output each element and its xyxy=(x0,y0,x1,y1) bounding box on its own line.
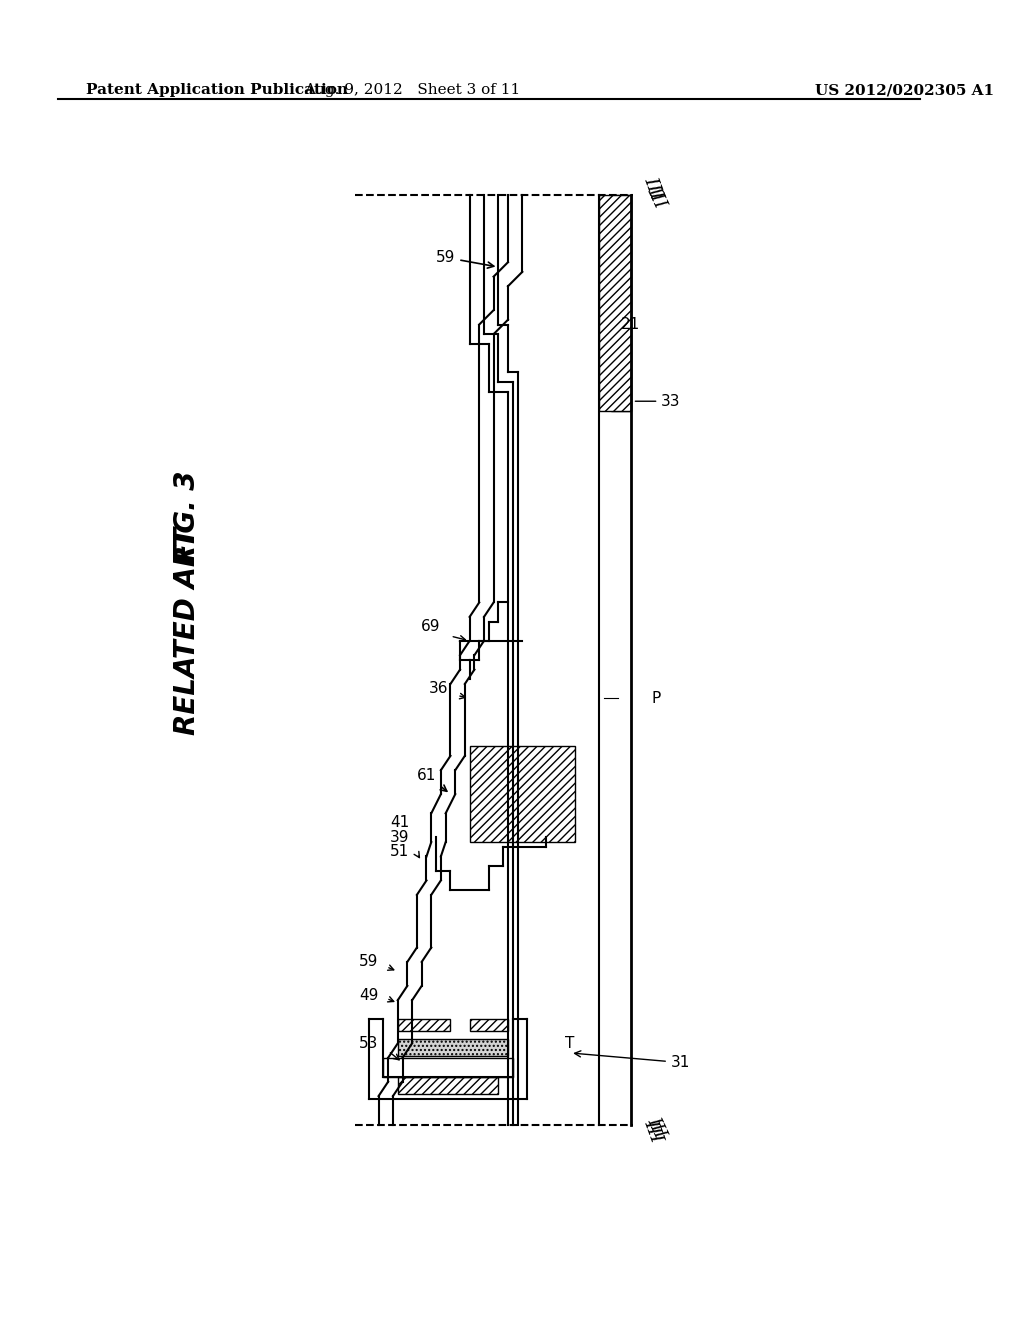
Text: P: P xyxy=(651,690,660,706)
Text: 39: 39 xyxy=(390,830,410,845)
Text: III: III xyxy=(640,174,665,202)
Text: 59: 59 xyxy=(359,954,379,969)
Bar xyxy=(397,1039,508,1056)
Bar xyxy=(383,1057,513,1077)
Text: 33: 33 xyxy=(635,393,681,409)
Bar xyxy=(599,195,631,411)
Text: 51: 51 xyxy=(390,845,410,859)
Text: 53: 53 xyxy=(359,1036,379,1051)
Text: 36: 36 xyxy=(429,681,449,696)
Text: 49: 49 xyxy=(359,987,379,1003)
Text: 31: 31 xyxy=(574,1051,690,1071)
Text: 41: 41 xyxy=(390,816,410,830)
Text: 21: 21 xyxy=(621,317,640,333)
Text: 59: 59 xyxy=(436,249,494,268)
Bar xyxy=(397,1019,451,1031)
Text: FIG. 3: FIG. 3 xyxy=(173,470,201,562)
Text: Aug. 9, 2012   Sheet 3 of 11: Aug. 9, 2012 Sheet 3 of 11 xyxy=(304,83,520,98)
Text: T: T xyxy=(565,1036,574,1051)
Text: 69: 69 xyxy=(421,619,441,634)
Text: RELATED ART: RELATED ART xyxy=(173,527,201,735)
Bar xyxy=(611,195,631,411)
Bar xyxy=(470,1019,508,1031)
Text: III: III xyxy=(640,1118,665,1146)
Bar xyxy=(397,1077,499,1094)
Text: US 2012/0202305 A1: US 2012/0202305 A1 xyxy=(815,83,993,98)
Text: 61: 61 xyxy=(417,767,446,791)
Text: III: III xyxy=(644,185,670,211)
Bar xyxy=(470,746,575,842)
Text: III: III xyxy=(644,1114,670,1142)
Text: Patent Application Publication: Patent Application Publication xyxy=(86,83,348,98)
